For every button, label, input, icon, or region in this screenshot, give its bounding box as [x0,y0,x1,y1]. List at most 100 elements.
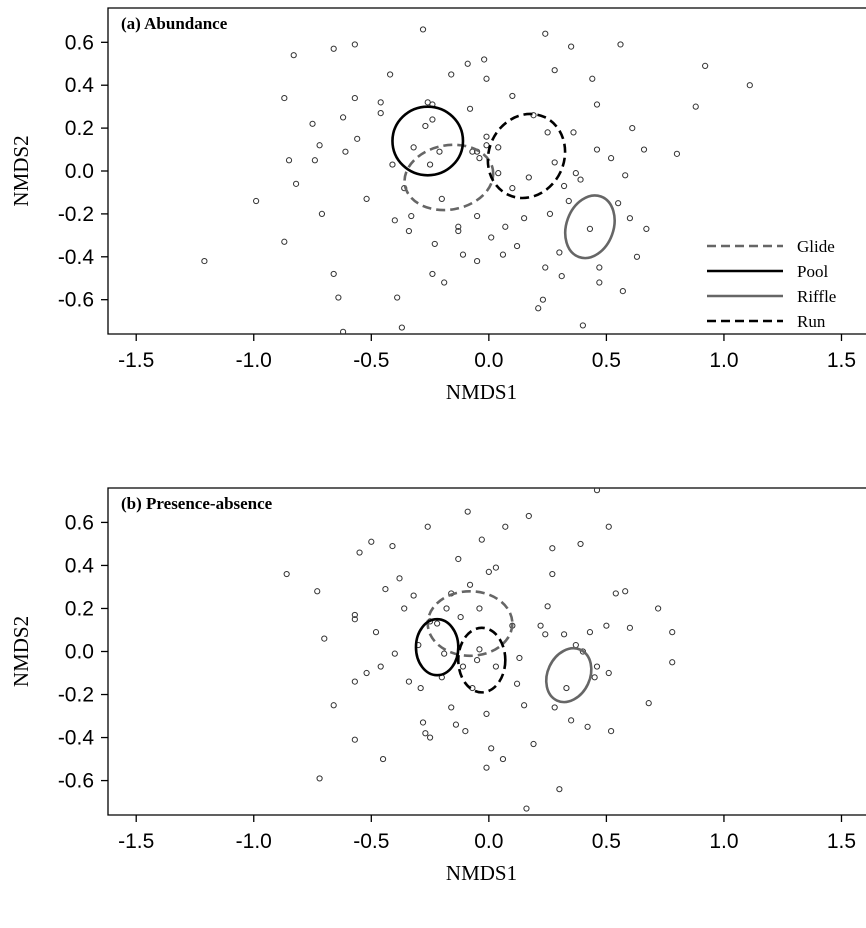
point [311,157,318,164]
point [466,581,474,588]
point [426,734,434,741]
x-tick-label: 1.0 [709,349,738,372]
point [363,195,370,202]
point [483,710,490,717]
point [563,684,570,692]
point [356,549,363,556]
point [591,674,598,681]
point [640,146,648,153]
point [330,45,337,52]
point [321,635,328,642]
point [495,170,502,177]
point [377,109,384,117]
point [513,680,521,687]
x-tick-label: 1.5 [827,349,856,372]
point [483,133,490,140]
point [438,195,445,202]
point [607,155,615,162]
x-tick-label: -1.0 [236,830,272,853]
point [339,328,347,334]
point [473,657,481,664]
point [612,590,619,597]
point [579,322,586,329]
panel: -0.6 -0.4 -0.2 0.0 0.2 0.4 0.6 -1.5 -1.0 -0.5 0.0 0… [9,487,866,885]
point [542,631,549,638]
point [603,622,610,629]
y-tick-label: 0.4 [65,74,95,97]
point [669,659,676,666]
y-tick-label: -0.6 [58,770,94,793]
point [405,227,413,235]
x-tick-label: 0.5 [592,349,621,372]
plot-area [283,488,676,812]
point [622,588,629,595]
point [476,605,483,612]
point [283,570,290,578]
point [525,174,532,181]
plot-area [201,26,753,334]
point [570,129,577,136]
panel-title: (a) Abundance [121,14,228,33]
y-tick-label: -0.2 [58,684,94,707]
point [539,296,547,303]
point [593,488,601,494]
x-tick-label: -0.5 [353,830,389,853]
x-tick-label: 0.0 [474,349,503,372]
point [466,105,474,112]
y-axis-label: NMDS2 [9,135,33,206]
point [549,545,556,552]
point [408,212,415,220]
point [521,702,528,709]
point [351,616,358,623]
point [398,324,405,331]
point [394,294,401,301]
point [363,669,370,677]
point [389,542,396,550]
point [523,805,530,812]
point [495,144,502,151]
point [281,238,288,245]
point [436,148,443,155]
point [351,611,358,619]
point [617,41,624,48]
y-tick-label: -0.2 [58,203,94,226]
point [673,150,681,157]
point [572,641,579,649]
group-ellipse [486,112,567,200]
point [441,279,448,286]
point [483,764,490,771]
point [426,161,434,168]
point [459,663,467,670]
point [457,613,464,621]
point [589,75,596,82]
point [492,564,500,571]
point [422,730,429,737]
point [586,225,594,233]
point [483,75,490,82]
point [448,71,455,78]
point [537,622,544,629]
legend-label: Riffle [797,287,836,306]
point [483,142,490,149]
point [542,264,549,271]
point [351,736,358,743]
point [452,721,460,728]
point [464,508,471,515]
axis-frame [107,487,866,816]
point [502,523,509,530]
point [459,251,467,258]
point [622,172,629,179]
point [544,603,551,610]
point [535,305,542,312]
point [455,555,462,563]
point [351,41,358,48]
point [551,704,558,711]
point [419,26,427,33]
point [351,94,358,102]
point [521,215,528,222]
point [596,264,603,271]
point [485,568,492,576]
point [619,288,626,295]
point [492,663,500,670]
panel-title: (b) Presence-absence [121,494,273,513]
